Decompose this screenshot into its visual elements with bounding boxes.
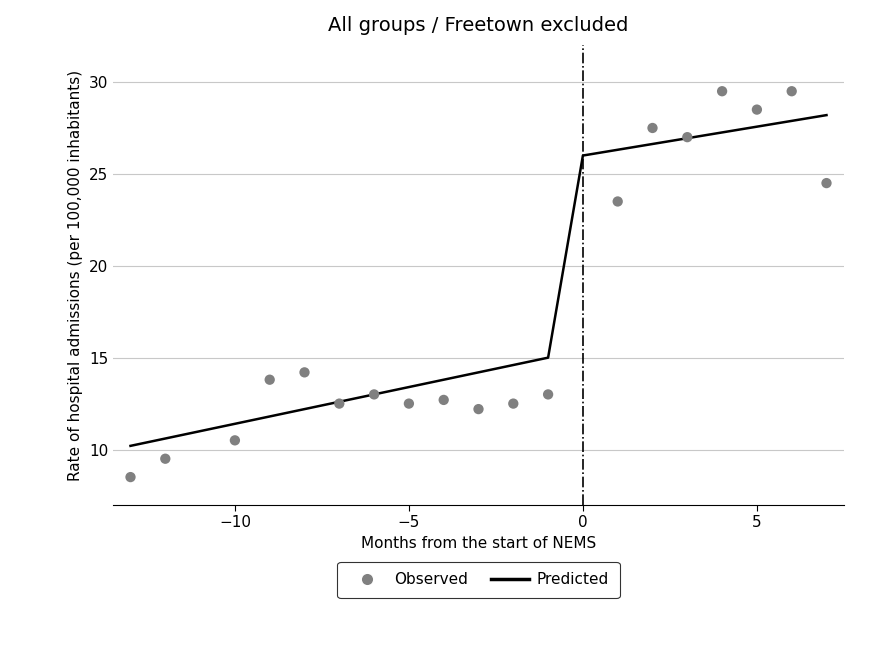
Point: [436, 395, 450, 405]
Point: [471, 404, 485, 414]
Point: [332, 399, 346, 409]
Title: All groups / Freetown excluded: All groups / Freetown excluded: [328, 16, 628, 36]
Point: [297, 367, 311, 378]
Point: [158, 454, 172, 464]
Point: [680, 132, 693, 142]
Point: [401, 399, 415, 409]
Legend: Observed, Predicted: Observed, Predicted: [337, 562, 619, 598]
Point: [367, 389, 381, 400]
Point: [714, 86, 728, 96]
Point: [819, 178, 833, 188]
X-axis label: Months from the start of NEMS: Months from the start of NEMS: [361, 536, 595, 551]
Y-axis label: Rate of hospital admissions (per 100,000 inhabitants): Rate of hospital admissions (per 100,000…: [69, 69, 83, 481]
Point: [645, 123, 659, 133]
Point: [123, 472, 137, 482]
Point: [610, 196, 624, 206]
Point: [228, 435, 242, 446]
Point: [784, 86, 798, 96]
Point: [541, 389, 554, 400]
Point: [749, 104, 763, 115]
Point: [506, 399, 520, 409]
Point: [262, 375, 276, 385]
